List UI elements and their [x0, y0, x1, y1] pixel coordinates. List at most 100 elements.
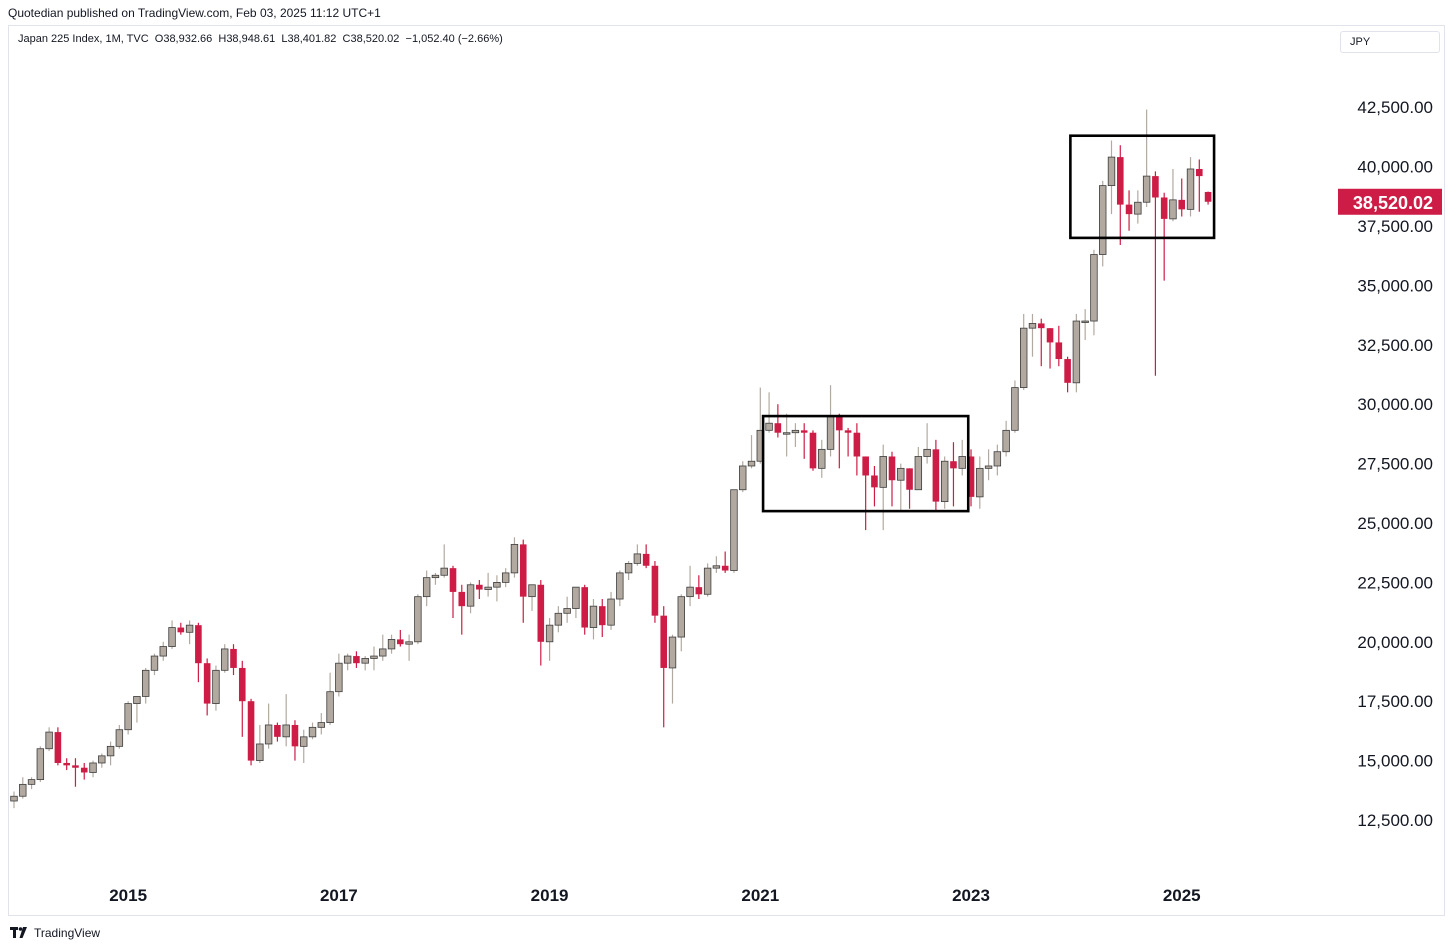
candle-up: [782, 432, 791, 435]
candle-up: [958, 456, 966, 469]
candle-up: [897, 467, 905, 481]
y-tick-label: 32,500.00: [1357, 336, 1433, 355]
candle-up: [317, 722, 325, 728]
candle-down: [1116, 157, 1124, 205]
candle-up: [185, 624, 194, 633]
candle-up: [624, 562, 633, 574]
x-tick-label: 2015: [109, 886, 147, 905]
candle-up: [484, 586, 492, 590]
candle-up: [1090, 254, 1098, 322]
y-tick-label: 22,500.00: [1357, 573, 1433, 592]
candle-down: [1046, 328, 1054, 343]
candle-up: [528, 584, 536, 598]
candle-down: [1055, 342, 1063, 360]
candle-down: [800, 430, 808, 433]
candle-down: [871, 475, 878, 488]
candle-up: [510, 543, 519, 574]
y-tick-label: 20,000.00: [1357, 633, 1433, 652]
y-tick-label: 27,500.00: [1357, 455, 1433, 474]
candle-up: [826, 415, 835, 450]
candle-down: [721, 565, 729, 571]
candle-up: [1142, 175, 1151, 203]
candle-up: [370, 655, 378, 659]
candle-up: [730, 489, 738, 571]
candle-up: [19, 783, 27, 797]
y-tick-label: 15,000.00: [1357, 752, 1433, 771]
candle-up: [677, 596, 685, 638]
candle-up: [379, 648, 387, 657]
candle-down: [1178, 199, 1186, 210]
candle-down: [888, 456, 896, 481]
candle-up: [361, 658, 369, 664]
candle-up: [98, 755, 106, 764]
candle-up: [106, 745, 115, 757]
candle-down: [651, 565, 659, 616]
candle-up: [115, 729, 124, 747]
candle-up: [256, 743, 264, 762]
candle-up: [405, 641, 413, 645]
candle-down: [950, 461, 957, 469]
candle-up: [45, 731, 53, 750]
candle-up: [668, 636, 677, 669]
chart-frame: [8, 25, 1445, 916]
candle-up: [914, 456, 923, 491]
candle-down: [63, 762, 70, 766]
candle-up: [703, 567, 712, 595]
published-caption: Quotedian published on TradingView.com, …: [8, 6, 381, 20]
candle-up: [168, 627, 176, 647]
candle-up: [440, 567, 448, 576]
candle-down: [932, 449, 940, 502]
candle-down: [476, 584, 483, 590]
candle-up: [308, 726, 317, 738]
candle-up: [141, 669, 150, 697]
y-tick-label: 42,500.00: [1357, 98, 1433, 117]
range-box[interactable]: [1069, 134, 1216, 240]
candle-up: [545, 624, 554, 643]
candle-up: [264, 724, 273, 745]
candle-up: [422, 577, 431, 598]
x-tick-label: 2019: [531, 886, 569, 905]
candle-up: [326, 691, 334, 723]
footer-brand: TradingView: [34, 926, 101, 940]
footer: TradingView: [10, 926, 100, 940]
candle-down: [1152, 176, 1159, 198]
candle-down: [809, 432, 817, 469]
candle-up: [940, 460, 949, 503]
candle-down: [836, 416, 843, 431]
candle-up: [159, 646, 167, 657]
candle-up: [466, 584, 475, 607]
candle-down: [853, 432, 861, 457]
candle-up: [633, 553, 642, 564]
candle-down: [397, 639, 404, 645]
currency-selector[interactable]: JPY: [1340, 31, 1440, 53]
candle-down: [642, 553, 650, 566]
candle-down: [537, 584, 545, 642]
candle-up: [712, 565, 721, 569]
candle-up: [1011, 387, 1019, 431]
y-tick-label: 30,000.00: [1357, 395, 1433, 414]
candle-down: [519, 544, 527, 597]
candle-down: [1196, 168, 1203, 177]
candle-up: [554, 612, 563, 626]
candle-up: [414, 596, 422, 643]
candle-up: [1081, 320, 1089, 323]
candle-down: [862, 456, 869, 476]
range-box[interactable]: [761, 414, 970, 513]
candle-down: [80, 767, 88, 773]
candle-down: [177, 627, 185, 633]
candle-down: [54, 732, 62, 763]
candle-up: [976, 467, 984, 498]
y-tick-label: 17,500.00: [1357, 692, 1433, 711]
candle-up: [1072, 320, 1081, 384]
candle-up: [27, 779, 36, 785]
candle-down: [1037, 323, 1045, 329]
tradingview-logo-icon: [10, 927, 27, 938]
candle-up: [923, 448, 931, 457]
last-price-label: 38,520.02: [1353, 193, 1433, 213]
candle-down: [581, 587, 588, 628]
candle-up: [879, 456, 887, 488]
candle-up: [1028, 323, 1037, 329]
candle-up: [993, 451, 1002, 467]
candle-down: [1064, 359, 1071, 383]
